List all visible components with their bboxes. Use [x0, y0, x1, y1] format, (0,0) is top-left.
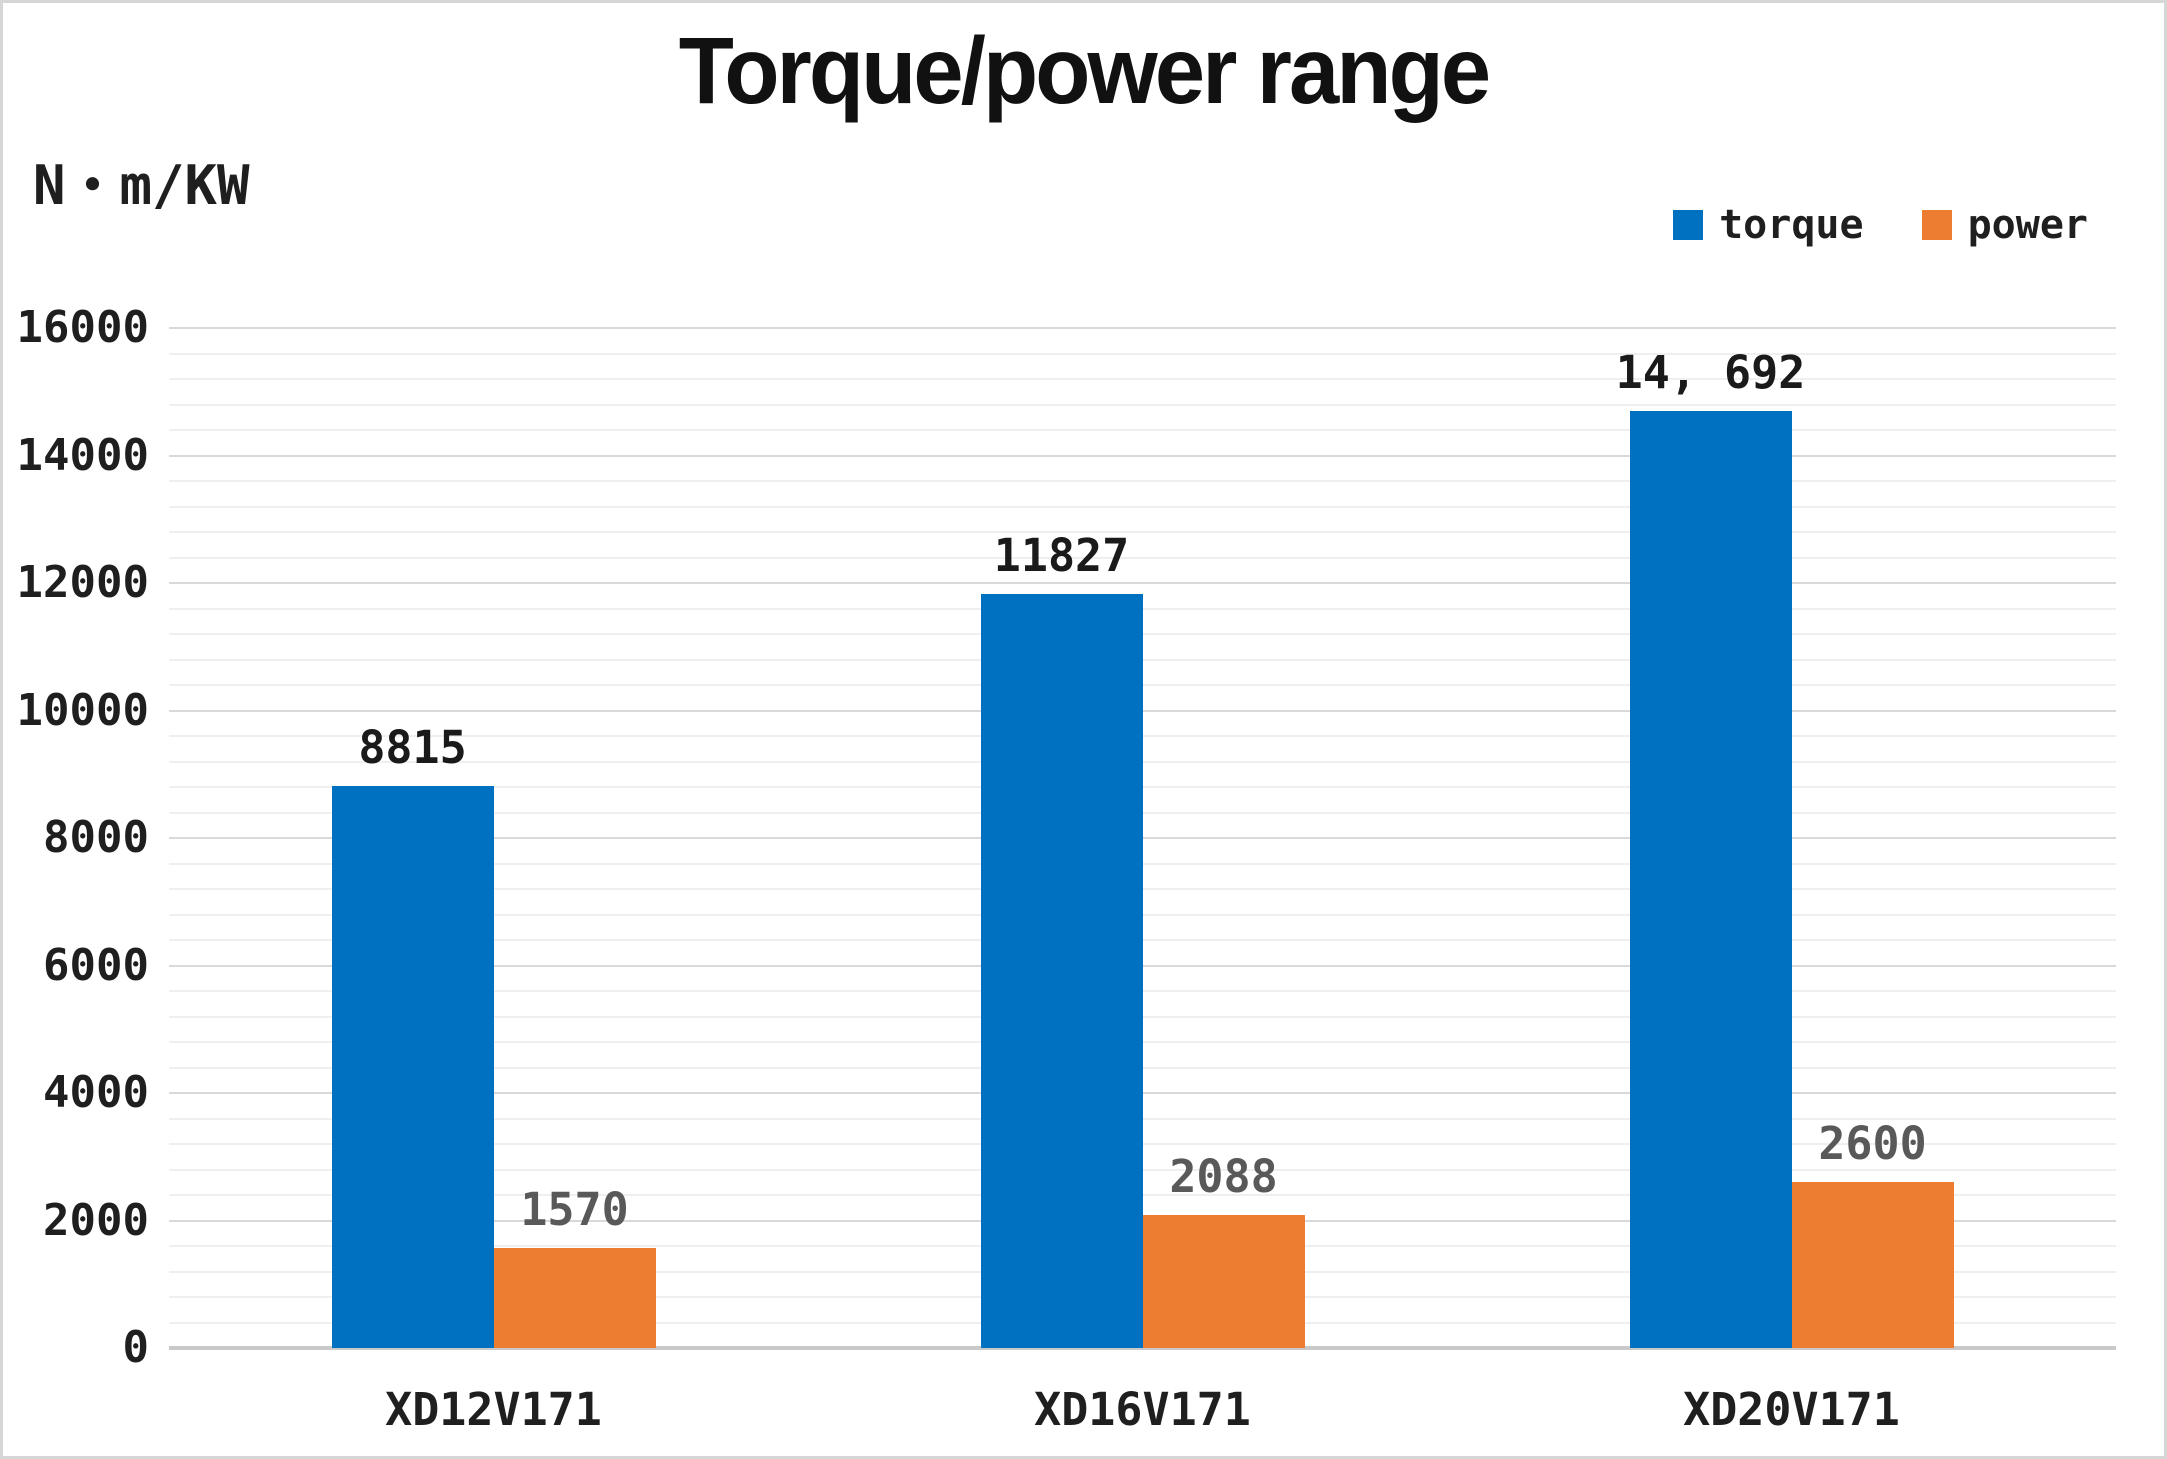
minor-gridline	[169, 1168, 2116, 1171]
minor-gridline	[169, 735, 2116, 737]
data-label-torque-XD12V171: 8815	[358, 721, 467, 775]
minor-gridline	[169, 403, 2116, 406]
legend-item-torque: torque	[1673, 205, 1864, 245]
minor-gridline	[169, 684, 2116, 686]
minor-gridline	[169, 505, 2116, 508]
minor-gridline	[169, 1117, 2116, 1120]
x-category-label: XD16V171	[1034, 1383, 1251, 1436]
minor-gridline	[169, 633, 2116, 635]
minor-gridline	[169, 658, 2116, 661]
bar-power-XD20V171	[1791, 1182, 1954, 1348]
minor-gridline	[169, 1041, 2116, 1043]
legend-item-power: power	[1921, 202, 2088, 248]
bar-torque-XD12V171	[331, 786, 494, 1348]
minor-gridline	[169, 378, 2116, 380]
legend-label-torque: torque	[1719, 202, 1864, 248]
minor-gridline	[169, 990, 2116, 992]
minor-gridline	[169, 786, 2116, 788]
data-label-power-XD12V171: 1570	[520, 1182, 629, 1236]
minor-gridline	[169, 607, 2116, 610]
minor-gridline	[169, 913, 2116, 916]
data-label-torque-XD20V171: 14, 692	[1615, 346, 1806, 400]
major-gridline	[169, 964, 2116, 967]
major-gridline	[169, 1092, 2116, 1094]
bar-torque-XD16V171	[980, 594, 1143, 1348]
major-gridline	[169, 837, 2116, 839]
chart-title: Torque/power range	[678, 18, 1491, 124]
minor-gridline	[169, 1066, 2116, 1069]
minor-gridline	[169, 888, 2116, 890]
x-axis-baseline	[169, 1346, 2116, 1350]
minor-gridline	[169, 1143, 2116, 1145]
plot-area: 8815 1570 11827 2088 14, 692 2600	[169, 327, 2116, 1350]
y-tick-label: 10000	[16, 684, 149, 736]
y-axis-unit-label: N・m/KW	[33, 154, 250, 217]
minor-gridline	[169, 352, 2116, 355]
major-gridline	[169, 327, 2116, 329]
y-tick-label: 4000	[43, 1067, 149, 1118]
y-tick-label: 8000	[43, 812, 149, 863]
y-tick-label: 0	[122, 1322, 150, 1373]
power-color-swatch	[1921, 210, 1952, 240]
minor-gridline	[169, 556, 2116, 559]
y-tick-label: 16000	[16, 302, 149, 353]
bar-power-XD16V171	[1142, 1214, 1305, 1348]
minor-gridline	[169, 531, 2116, 533]
data-label-power-XD16V171: 2088	[1169, 1149, 1278, 1203]
y-tick-label: 6000	[43, 939, 149, 991]
bar-power-XD12V171	[493, 1247, 656, 1348]
minor-gridline	[169, 939, 2116, 941]
legend: torque power	[1673, 205, 2088, 245]
major-gridline	[169, 582, 2116, 584]
torque-color-swatch	[1673, 210, 1704, 240]
major-gridline	[169, 709, 2116, 712]
y-tick-label: 2000	[43, 1194, 149, 1246]
x-category-label: XD12V171	[385, 1383, 602, 1436]
y-tick-label: 12000	[16, 557, 149, 608]
major-gridline	[169, 454, 2116, 457]
legend-label-power: power	[1967, 202, 2088, 248]
minor-gridline	[169, 1194, 2116, 1196]
data-label-torque-XD16V171: 11827	[993, 529, 1130, 583]
minor-gridline	[169, 862, 2116, 865]
minor-gridline	[169, 429, 2116, 431]
x-category-label: XD20V171	[1683, 1383, 1900, 1436]
minor-gridline	[169, 760, 2116, 763]
bar-torque-XD20V171	[1629, 411, 1792, 1348]
data-label-power-XD20V171: 2600	[1818, 1117, 1927, 1171]
minor-gridline	[169, 480, 2116, 482]
minor-gridline	[169, 1015, 2116, 1018]
minor-gridline	[169, 811, 2116, 814]
y-tick-label: 14000	[16, 429, 149, 481]
